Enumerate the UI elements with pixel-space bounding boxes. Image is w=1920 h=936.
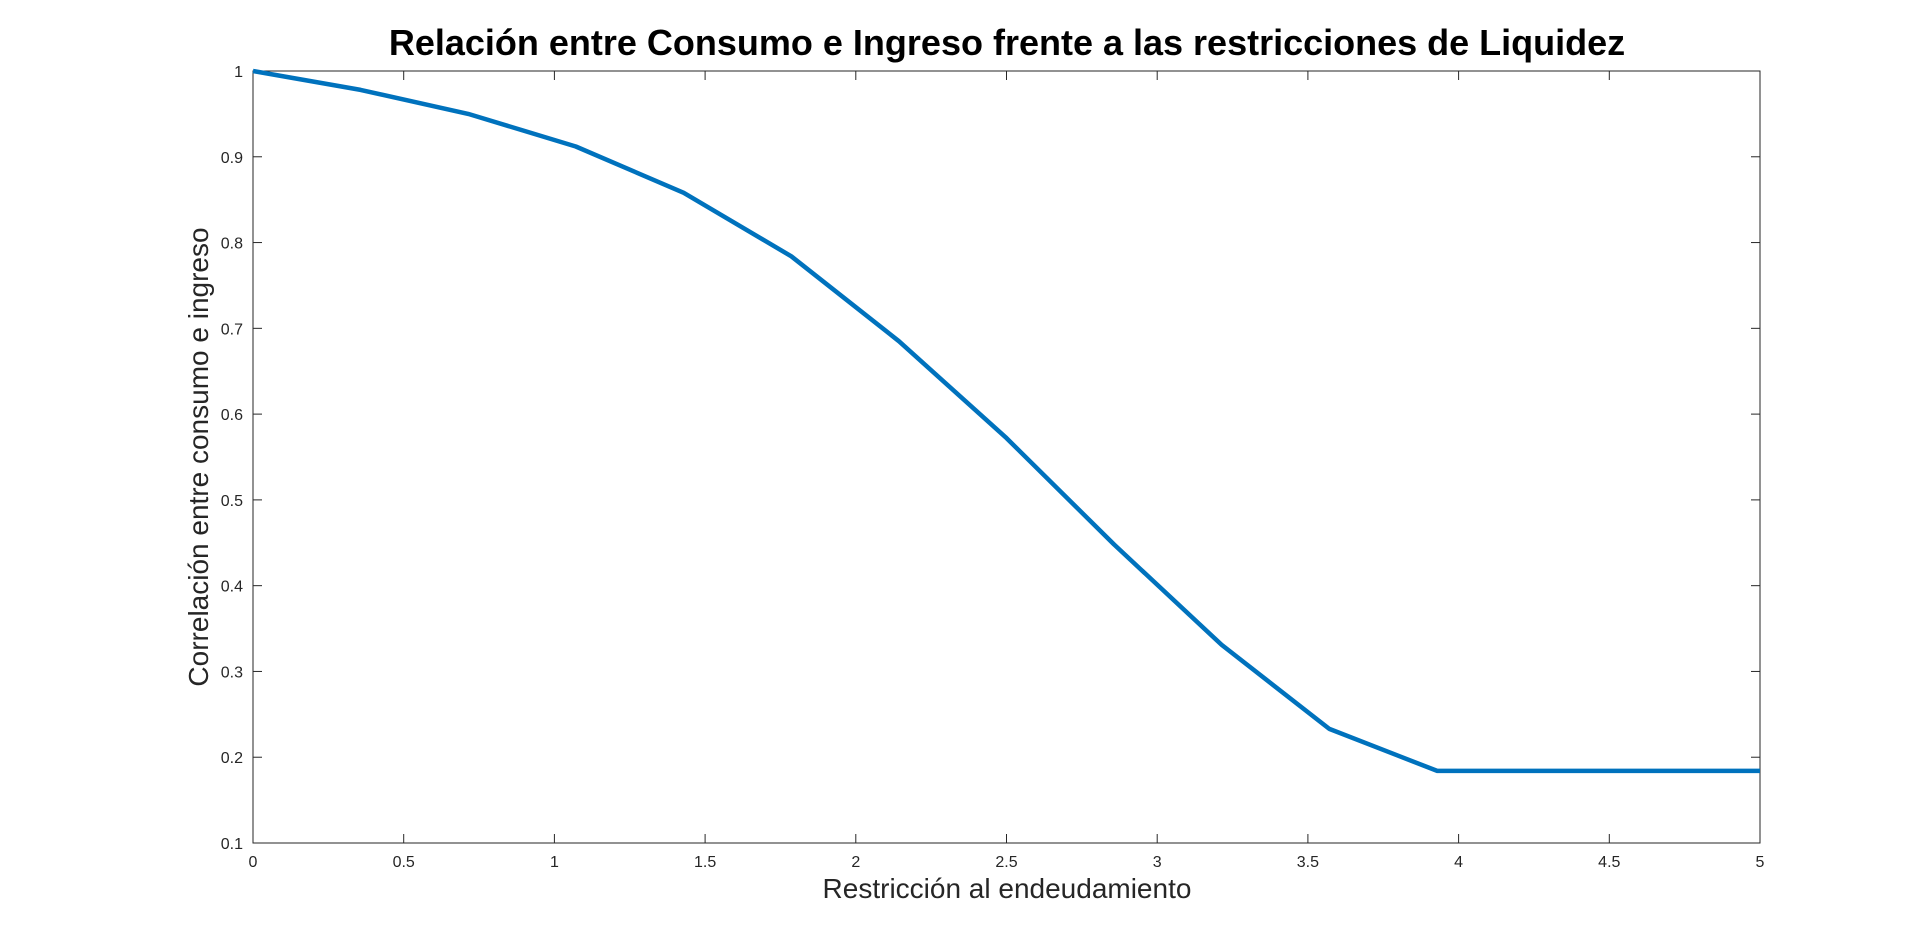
x-tick-label: 3.5 bbox=[1297, 854, 1319, 871]
x-tick-label: 4.5 bbox=[1598, 854, 1620, 871]
x-tick-label: 1.5 bbox=[694, 854, 716, 871]
x-tick-label: 1 bbox=[550, 854, 559, 871]
series-line bbox=[252, 68, 1760, 774]
y-tick-label: 0.9 bbox=[221, 150, 243, 167]
x-tick-label: 2.5 bbox=[995, 854, 1017, 871]
x-axis-ticks: 0 0.5 1 1.5 2 2.5 3 3.5 4 4.5 5 bbox=[249, 71, 1765, 871]
x-tick-label: 0 bbox=[249, 854, 258, 871]
y-axis-label: Correlación entre consumo e ingreso bbox=[183, 227, 214, 686]
y-axis-ticks: 0.1 0.2 0.3 0.4 0.5 0.6 0.7 0.8 0.9 1 bbox=[221, 64, 1760, 853]
y-tick-label: 0.7 bbox=[221, 321, 243, 338]
x-tick-label: 3 bbox=[1153, 854, 1162, 871]
y-tick-label: 0.8 bbox=[221, 236, 243, 253]
y-tick-label: 0.2 bbox=[221, 750, 243, 767]
y-tick-label: 0.4 bbox=[221, 579, 243, 596]
x-tick-label: 5 bbox=[1756, 854, 1765, 871]
x-tick-label: 2 bbox=[851, 854, 860, 871]
y-tick-label: 1 bbox=[234, 64, 243, 81]
series-layer bbox=[252, 68, 1760, 774]
y-tick-label: 0.1 bbox=[221, 836, 243, 853]
axes-box bbox=[252, 70, 1761, 844]
chart-title: Relación entre Consumo e Ingreso frente … bbox=[389, 22, 1625, 63]
y-tick-label: 0.6 bbox=[221, 407, 243, 424]
x-tick-label: 4 bbox=[1454, 854, 1463, 871]
y-tick-label: 0.5 bbox=[221, 493, 243, 510]
plot-area bbox=[252, 70, 1761, 844]
x-axis-label: Restricción al endeudamiento bbox=[823, 873, 1192, 904]
y-tick-label: 0.3 bbox=[221, 664, 243, 681]
x-tick-label: 0.5 bbox=[393, 854, 415, 871]
